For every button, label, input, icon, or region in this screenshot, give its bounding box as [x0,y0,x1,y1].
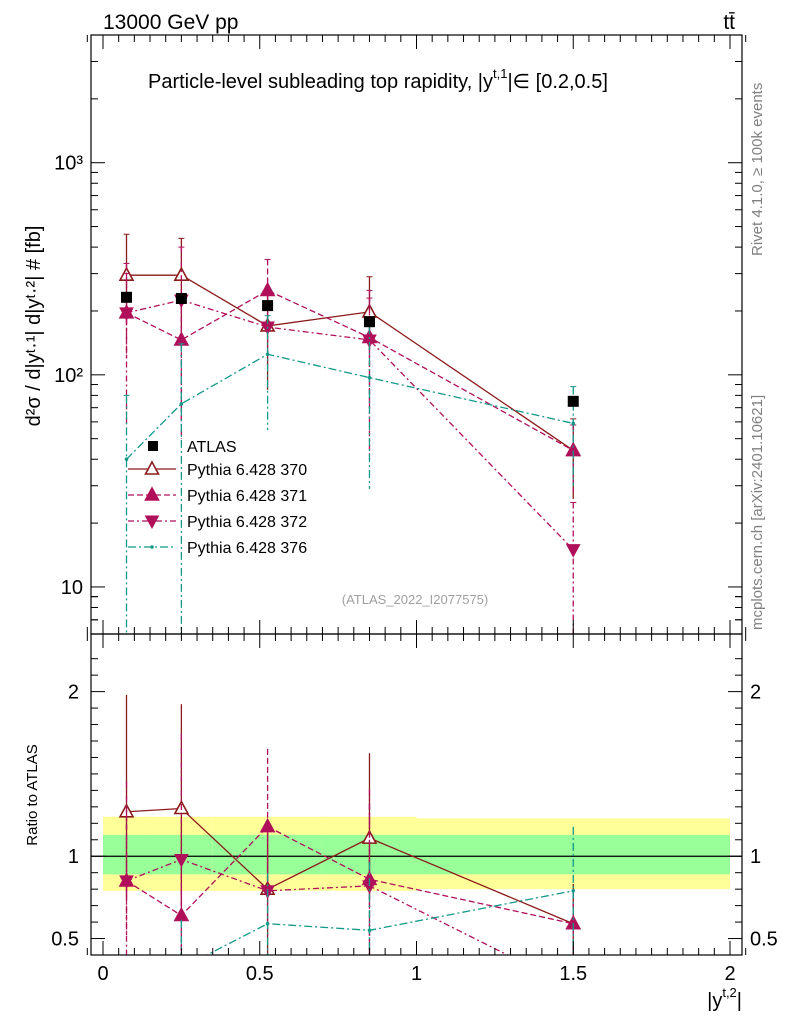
legend-marker [144,515,160,530]
legend-label-atlas: ATLAS [187,439,237,456]
ratio-series-point [367,928,372,933]
ratio-series-point [174,854,189,868]
series-point [119,307,134,321]
main-title-sup: t,1 [493,66,507,81]
series-point [571,421,576,426]
ratio-y-tick-label-right: 0.5 [750,929,778,951]
main-title: Particle-level subleading top rapidity, … [148,66,608,93]
main-panel: 10 10² 10³ Particle-level subleading top r… [23,34,743,635]
series-point [362,334,377,349]
legend-label: Pythia 6.428 376 [187,540,307,557]
x-tick-label: 0 [97,963,108,985]
main-title-text: Particle-level subleading top rapidity, … [148,71,493,93]
legend-marker [144,486,160,501]
y-tick-label: 10³ [54,153,83,175]
main-title-tail: |∈ [0.2,0.5] [507,71,607,93]
ratio-y-tick-label-right: 1 [750,846,761,868]
series-point [367,375,372,380]
series-line [126,299,574,551]
legend-label: Pythia 6.428 371 [187,488,307,505]
ratio-panel: 0.5 0.5 1 1 2 2 Ratio to ATLAS [24,633,778,956]
ratio-y-axis-label: Ratio to ATLAS [24,744,41,845]
mcplots-side-label: mcplots.cern.ch [arXiv:2401.10621] [749,395,766,630]
ratio-series-point [259,817,276,833]
legend-marker [150,545,154,549]
atlas-data-point [262,300,274,312]
ratio-y-tick-label-right: 2 [750,682,761,704]
series-point [565,544,581,558]
series-line [126,289,574,452]
ratio-series-point [119,875,134,889]
series-point [124,457,129,462]
x-tick-label: 0.5 [246,963,274,985]
x-tick-label: 1 [411,963,422,985]
atlas-data-point [567,395,579,407]
x-axis-label-sup: t,2 [722,985,736,1000]
ratio-panel-frame [90,633,743,956]
series-point [265,352,270,357]
ratio-y-tick-label: 2 [68,682,79,704]
legend: ATLAS Pythia 6.428 370 Pythia 6.428 371 Py… [128,439,307,557]
ratio-series-point [265,921,270,926]
x-tick-label: 1.5 [559,963,587,985]
series-line [126,274,574,451]
ratio-series-point [571,889,576,893]
series-point [259,281,276,297]
watermark: (ATLAS_2022_I2077575) [342,592,488,607]
atlas-data-point [363,316,375,328]
atlas-data-point [121,291,133,303]
y-tick-label: 10² [54,365,83,387]
x-tick-label: 2 [724,963,735,985]
y-tick-label: 10 [61,577,83,599]
ratio-y-tick-label: 0.5 [51,929,79,951]
x-axis-label: |yt,2| [707,985,742,1012]
series-point [179,402,184,406]
energy-label: 13000 GeV pp [103,11,238,34]
ratio-series-line [126,825,574,925]
x-axis-label-text: |y [707,990,722,1012]
x-axis-label-tail: | [737,990,742,1012]
ratio-y-tick-label: 1 [68,846,79,868]
ratio-series-line [205,890,574,955]
legend-marker [144,460,160,475]
legend-marker-atlas [148,441,158,451]
legend-label: Pythia 6.428 372 [187,514,307,531]
rivet-side-label: Rivet 4.1.0, ≥ 100k events [749,83,766,256]
y-axis-label: d²σ / d|yᵗ·¹| d|yᵗ·²| # [fb] [23,226,45,427]
process-label: tt̄ [723,11,735,34]
atlas-data-point [175,292,187,304]
legend-label: Pythia 6.428 370 [187,462,307,479]
